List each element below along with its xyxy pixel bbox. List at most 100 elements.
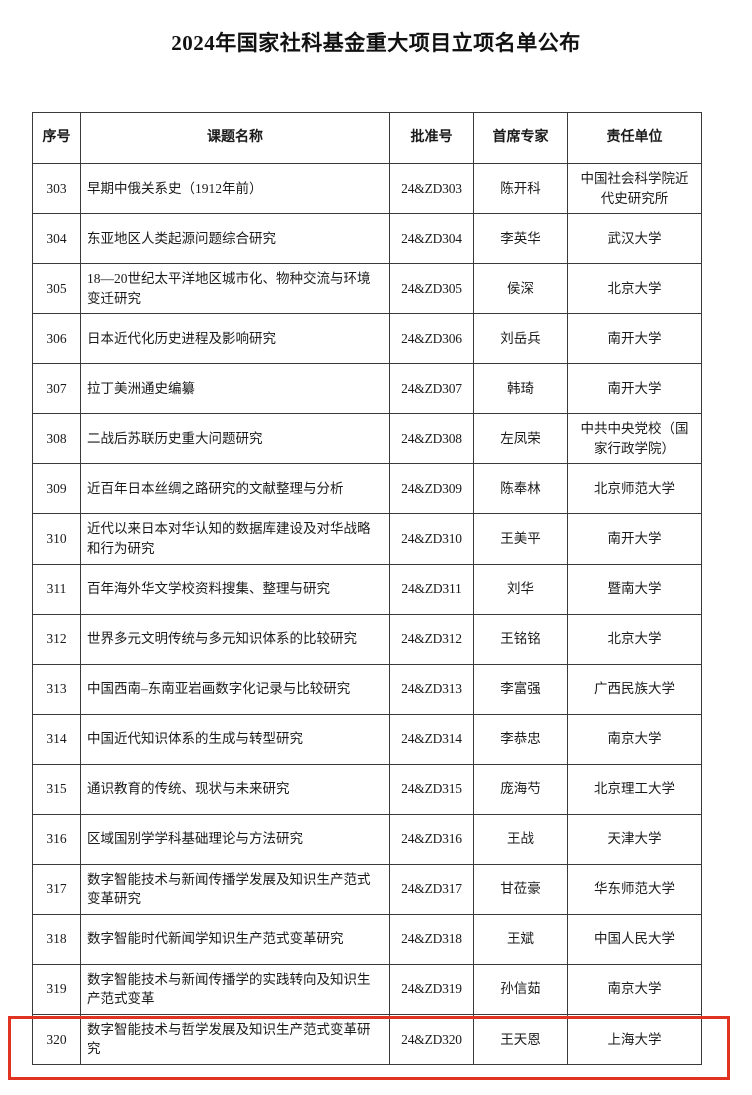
cell-responsible-unit: 中国人民大学 [567, 913, 702, 965]
cell-chief-expert: 陈开科 [473, 163, 568, 215]
cell-chief-expert: 李恭忠 [473, 713, 568, 765]
table-header-row: 序号 课题名称 批准号 首席专家 责任单位 [32, 112, 702, 165]
cell-responsible-unit: 南开大学 [567, 363, 702, 415]
table-row: 304 东亚地区人类起源问题综合研究 24&ZD304 李英华 武汉大学 [32, 213, 702, 265]
table-row: 316 区域国别学学科基础理论与方法研究 24&ZD316 王战 天津大学 [32, 813, 702, 865]
cell-responsible-unit: 北京大学 [567, 613, 702, 665]
cell-approval-number: 24&ZD316 [389, 813, 474, 865]
cell-sequence-number: 311 [32, 563, 81, 615]
cell-chief-expert: 庞海芍 [473, 763, 568, 815]
cell-chief-expert: 王美平 [473, 513, 568, 565]
cell-project-title: 数字智能技术与新闻传播学的实践转向及知识生产范式变革 [80, 963, 390, 1015]
cell-sequence-number: 312 [32, 613, 81, 665]
cell-sequence-number: 305 [32, 263, 81, 315]
cell-responsible-unit: 中国社会科学院近代史研究所 [567, 163, 702, 215]
cell-approval-number: 24&ZD314 [389, 713, 474, 765]
cell-responsible-unit: 广西民族大学 [567, 663, 702, 715]
table-row: 318 数字智能时代新闻学知识生产范式变革研究 24&ZD318 王斌 中国人民大学 [32, 913, 702, 965]
column-header-title: 课题名称 [80, 112, 390, 165]
cell-chief-expert: 左凤荣 [473, 413, 568, 465]
cell-responsible-unit: 南京大学 [567, 713, 702, 765]
cell-chief-expert: 甘莅豪 [473, 863, 568, 915]
cell-approval-number: 24&ZD308 [389, 413, 474, 465]
cell-sequence-number: 320 [32, 1013, 81, 1065]
cell-chief-expert: 韩琦 [473, 363, 568, 415]
table-row: 307 拉丁美洲通史编纂 24&ZD307 韩琦 南开大学 [32, 363, 702, 415]
cell-sequence-number: 304 [32, 213, 81, 265]
cell-approval-number: 24&ZD310 [389, 513, 474, 565]
cell-approval-number: 24&ZD312 [389, 613, 474, 665]
cell-responsible-unit: 武汉大学 [567, 213, 702, 265]
column-header-responsible-unit: 责任单位 [567, 112, 702, 165]
cell-approval-number: 24&ZD317 [389, 863, 474, 915]
cell-responsible-unit: 天津大学 [567, 813, 702, 865]
cell-approval-number: 24&ZD307 [389, 363, 474, 415]
table-row: 315 通识教育的传统、现状与未来研究 24&ZD315 庞海芍 北京理工大学 [32, 763, 702, 815]
cell-approval-number: 24&ZD320 [389, 1013, 474, 1065]
cell-chief-expert: 孙信茹 [473, 963, 568, 1015]
cell-approval-number: 24&ZD305 [389, 263, 474, 315]
cell-chief-expert: 李富强 [473, 663, 568, 715]
cell-chief-expert: 李英华 [473, 213, 568, 265]
cell-sequence-number: 313 [32, 663, 81, 715]
cell-project-title: 世界多元文明传统与多元知识体系的比较研究 [80, 613, 390, 665]
cell-project-title: 近代以来日本对华认知的数据库建设及对华战略和行为研究 [80, 513, 390, 565]
cell-project-title: 近百年日本丝绸之路研究的文献整理与分析 [80, 463, 390, 515]
table-row: 313 中国西南–东南亚岩画数字化记录与比较研究 24&ZD313 李富强 广西民族大学 [32, 663, 702, 715]
cell-project-title: 数字智能技术与新闻传播学发展及知识生产范式变革研究 [80, 863, 390, 915]
cell-chief-expert: 王铭铭 [473, 613, 568, 665]
cell-project-title: 拉丁美洲通史编纂 [80, 363, 390, 415]
cell-responsible-unit: 南开大学 [567, 513, 702, 565]
cell-chief-expert: 王战 [473, 813, 568, 865]
cell-sequence-number: 303 [32, 163, 81, 215]
table-body: 303 早期中俄关系史（1912年前） 24&ZD303 陈开科 中国社会科学院近代史研… [32, 163, 702, 1065]
cell-approval-number: 24&ZD303 [389, 163, 474, 215]
cell-project-title: 中国西南–东南亚岩画数字化记录与比较研究 [80, 663, 390, 715]
project-list-container: 序号 课题名称 批准号 首席专家 责任单位 303 早期中俄关系史（1912年前）… [32, 112, 702, 1065]
cell-approval-number: 24&ZD306 [389, 313, 474, 365]
cell-responsible-unit: 北京师范大学 [567, 463, 702, 515]
cell-project-title: 数字智能技术与哲学发展及知识生产范式变革研究 [80, 1013, 390, 1065]
cell-approval-number: 24&ZD309 [389, 463, 474, 515]
cell-sequence-number: 309 [32, 463, 81, 515]
cell-responsible-unit: 南京大学 [567, 963, 702, 1015]
cell-sequence-number: 306 [32, 313, 81, 365]
cell-chief-expert: 王斌 [473, 913, 568, 965]
table-row: 317 数字智能技术与新闻传播学发展及知识生产范式变革研究 24&ZD317 甘莅豪华… [32, 863, 702, 915]
cell-project-title: 日本近代化历史进程及影响研究 [80, 313, 390, 365]
cell-project-title: 中国近代知识体系的生成与转型研究 [80, 713, 390, 765]
cell-project-title: 18—20世纪太平洋地区城市化、物种交流与环境变迁研究 [80, 263, 390, 315]
cell-project-title: 早期中俄关系史（1912年前） [80, 163, 390, 215]
cell-sequence-number: 307 [32, 363, 81, 415]
cell-project-title: 通识教育的传统、现状与未来研究 [80, 763, 390, 815]
table-row: 306 日本近代化历史进程及影响研究 24&ZD306 刘岳兵 南开大学 [32, 313, 702, 365]
project-listing-table: 序号 课题名称 批准号 首席专家 责任单位 303 早期中俄关系史（1912年前）… [32, 112, 702, 1065]
column-header-approval-number: 批准号 [389, 112, 474, 165]
table-row: 305 18—20世纪太平洋地区城市化、物种交流与环境变迁研究 24&ZD305 侯深… [32, 263, 702, 315]
page-title: 2024年国家社科基金重大项目立项名单公布 [171, 31, 581, 56]
cell-approval-number: 24&ZD304 [389, 213, 474, 265]
cell-approval-number: 24&ZD311 [389, 563, 474, 615]
cell-project-title: 二战后苏联历史重大问题研究 [80, 413, 390, 465]
cell-chief-expert: 刘华 [473, 563, 568, 615]
cell-approval-number: 24&ZD319 [389, 963, 474, 1015]
table-row: 319 数字智能技术与新闻传播学的实践转向及知识生产范式变革 24&ZD319 孙信茹… [32, 963, 702, 1015]
table-row: 312 世界多元文明传统与多元知识体系的比较研究 24&ZD312 王铭铭 北京大学 [32, 613, 702, 665]
cell-responsible-unit: 暨南大学 [567, 563, 702, 615]
table-row: 311 百年海外华文学校资料搜集、整理与研究 24&ZD311 刘华 暨南大学 [32, 563, 702, 615]
column-header-chief-expert: 首席专家 [473, 112, 568, 165]
cell-sequence-number: 319 [32, 963, 81, 1015]
table-row: 309 近百年日本丝绸之路研究的文献整理与分析 24&ZD309 陈奉林 北京师范大学 [32, 463, 702, 515]
cell-chief-expert: 侯深 [473, 263, 568, 315]
table-row: 320 数字智能技术与哲学发展及知识生产范式变革研究 24&ZD320 王天恩 上海大学 [32, 1013, 702, 1065]
cell-responsible-unit: 中共中央党校（国家行政学院） [567, 413, 702, 465]
cell-sequence-number: 318 [32, 913, 81, 965]
cell-responsible-unit: 上海大学 [567, 1013, 702, 1065]
cell-project-title: 东亚地区人类起源问题综合研究 [80, 213, 390, 265]
column-header-seq: 序号 [32, 112, 81, 165]
cell-sequence-number: 310 [32, 513, 81, 565]
cell-chief-expert: 刘岳兵 [473, 313, 568, 365]
cell-project-title: 区域国别学学科基础理论与方法研究 [80, 813, 390, 865]
cell-chief-expert: 陈奉林 [473, 463, 568, 515]
cell-sequence-number: 315 [32, 763, 81, 815]
